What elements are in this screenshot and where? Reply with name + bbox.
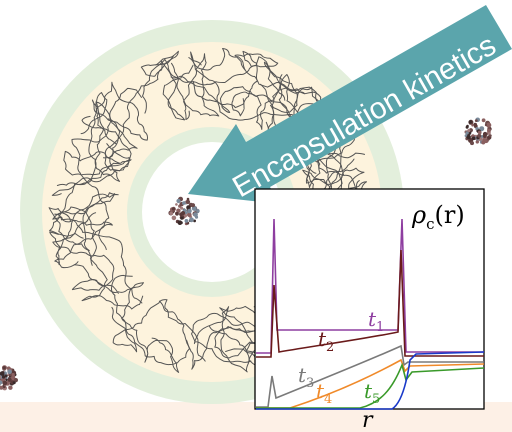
nanoparticle: [0, 365, 18, 390]
inset-plot: ρc(r) r t1 t2 t3 t4 t5: [255, 189, 484, 432]
xlabel: r: [362, 408, 374, 432]
nanoparticle: [168, 197, 199, 226]
nanoparticle: [465, 118, 492, 146]
ylabel: ρc(r): [411, 201, 465, 233]
